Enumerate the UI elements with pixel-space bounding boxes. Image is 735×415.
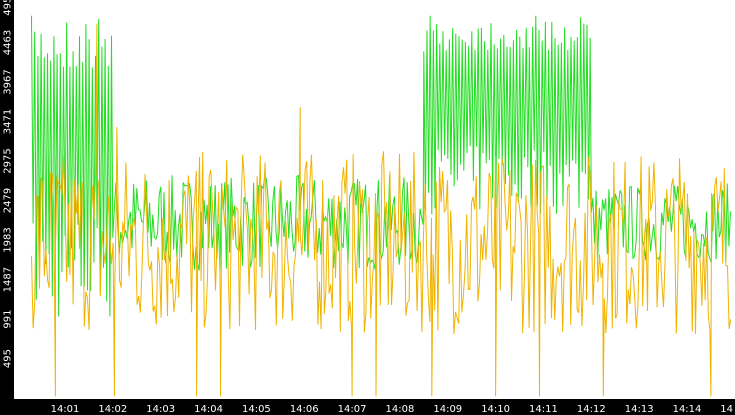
x-tick-label: 14:03 [146,404,175,415]
y-tick-label: 991 [2,310,13,329]
y-tick-label: 1487 [2,267,13,292]
series-layer [31,15,732,397]
x-tick-label: 14 [720,404,733,415]
y-axis-band [0,0,14,415]
x-axis-band [0,399,735,415]
x-tick-label: 14:07 [338,404,367,415]
y-tick-label: 4463 [3,30,14,55]
x-tick-label: 14:02 [98,404,127,415]
y-tick-label: 2479 [3,188,14,213]
x-tick-label: 14:11 [529,404,558,415]
x-tick-label: 14:14 [673,404,702,415]
x-tick-label: 14:04 [194,404,223,415]
y-axis-ticks: 495 991 1487 1983 2479 2975 3471 3967 4463 4959 [2,0,13,368]
x-tick-label: 14:05 [242,404,271,415]
y-tick-label: 4959 [3,0,14,16]
y-tick-label: 3471 [3,109,14,134]
x-tick-label: 14:08 [386,404,415,415]
y-tick-label: 3967 [3,69,14,94]
y-tick-label: 2975 [3,148,14,173]
x-axis-ticks: 14:01 14:02 14:03 14:04 14:05 14:06 14:07 14:08… [51,404,733,415]
x-tick-label: 14:12 [577,404,606,415]
x-tick-label: 14:10 [481,404,510,415]
y-tick-label: 1983 [3,227,14,252]
x-tick-label: 14:09 [433,404,462,415]
x-tick-label: 14:01 [51,404,80,415]
series-line-1 [31,23,732,397]
y-tick-label: 495 [2,349,13,368]
x-tick-label: 14:13 [625,404,654,415]
x-tick-label: 14:06 [290,404,319,415]
